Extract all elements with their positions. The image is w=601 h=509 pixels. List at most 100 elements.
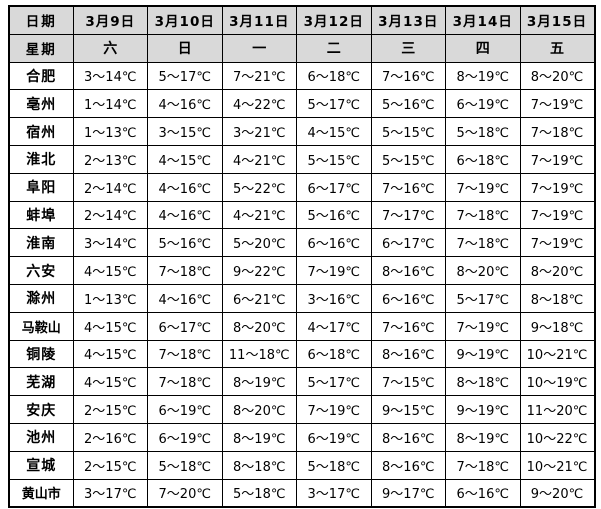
temperature-cell: 3～16℃ xyxy=(296,283,372,313)
temperature-cell: 5～16℃ xyxy=(370,89,446,119)
temperature-cell: 5～18℃ xyxy=(445,117,521,146)
temperature-cell: 1～13℃ xyxy=(72,117,148,146)
temperature-cell: 11～18℃ xyxy=(221,339,297,369)
temperature-cell: 7～19℃ xyxy=(445,172,521,202)
city-name: 铜陵 xyxy=(8,339,74,369)
temperature-cell: 4～16℃ xyxy=(147,89,223,119)
table-row: 芜湖 4～15℃ 7～18℃ 8～19℃ 5～17℃ 7～15℃ 8～18℃ 1… xyxy=(8,367,595,397)
temperature-cell: 1～13℃ xyxy=(72,283,148,313)
city-name: 淮南 xyxy=(8,228,74,258)
header-date-2: 3月11日 xyxy=(221,5,297,35)
temperature-cell: 4～21℃ xyxy=(221,144,297,174)
table-row: 安庆 2～15℃ 6～19℃ 8～20℃ 7～19℃ 9～15℃ 9～19℃ 1… xyxy=(8,395,595,424)
header-weekday-5: 四 xyxy=(445,33,521,63)
temperature-cell: 9～17℃ xyxy=(370,478,446,508)
temperature-cell: 7～18℃ xyxy=(147,256,223,285)
temperature-cell: 7～19℃ xyxy=(519,172,595,202)
temperature-cell: 7～15℃ xyxy=(370,367,446,397)
city-name: 宣城 xyxy=(8,450,74,480)
temperature-cell: 7～19℃ xyxy=(296,395,372,424)
header-date-6: 3月15日 xyxy=(519,5,595,35)
city-name: 滁州 xyxy=(8,283,74,313)
header-weekday-6: 五 xyxy=(519,33,595,63)
header-row-weekday: 星期 六 日 一 二 三 四 五 xyxy=(8,33,595,63)
header-weekday-0: 六 xyxy=(72,33,148,63)
table-row: 滁州 1～13℃ 4～16℃ 6～21℃ 3～16℃ 6～16℃ 5～17℃ 8… xyxy=(8,283,595,313)
temperature-cell: 4～16℃ xyxy=(147,283,223,313)
header-weekday-2: 一 xyxy=(221,33,297,63)
header-date-1: 3月10日 xyxy=(147,5,223,35)
temperature-cell: 6～18℃ xyxy=(296,339,372,369)
temperature-cell: 3～21℃ xyxy=(221,117,297,146)
temperature-cell: 5～20℃ xyxy=(221,228,297,258)
temperature-cell: 8～20℃ xyxy=(519,61,595,91)
temperature-cell: 4～21℃ xyxy=(221,200,297,230)
temperature-cell: 7～16℃ xyxy=(370,311,446,341)
temperature-cell: 8～18℃ xyxy=(519,283,595,313)
temperature-cell: 5～17℃ xyxy=(445,283,521,313)
header-weekday-3: 二 xyxy=(296,33,372,63)
temperature-cell: 9～19℃ xyxy=(445,395,521,424)
header-date-0: 3月9日 xyxy=(72,5,148,35)
temperature-cell: 7～18℃ xyxy=(445,200,521,230)
temperature-cell: 6～19℃ xyxy=(147,395,223,424)
header-date-4: 3月13日 xyxy=(370,5,446,35)
city-name: 池州 xyxy=(8,422,74,452)
temperature-cell: 8～20℃ xyxy=(221,395,297,424)
city-name: 阜阳 xyxy=(8,172,74,202)
temperature-cell: 8～19℃ xyxy=(221,422,297,452)
temperature-cell: 5～18℃ xyxy=(296,450,372,480)
temperature-cell: 5～16℃ xyxy=(296,200,372,230)
city-name: 芜湖 xyxy=(8,367,74,397)
temperature-cell: 2～14℃ xyxy=(72,200,148,230)
temperature-cell: 4～15℃ xyxy=(147,144,223,174)
temperature-cell: 8～16℃ xyxy=(370,256,446,285)
temperature-cell: 3～17℃ xyxy=(72,478,148,508)
temperature-cell: 8～19℃ xyxy=(445,61,521,91)
temperature-cell: 1～14℃ xyxy=(72,89,148,119)
temperature-cell: 6～17℃ xyxy=(296,172,372,202)
temperature-cell: 6～16℃ xyxy=(296,228,372,258)
temperature-cell: 5～17℃ xyxy=(296,367,372,397)
temperature-cell: 2～16℃ xyxy=(72,422,148,452)
temperature-cell: 3～17℃ xyxy=(296,478,372,508)
temperature-cell: 7～19℃ xyxy=(519,144,595,174)
temperature-cell: 7～19℃ xyxy=(519,228,595,258)
temperature-cell: 7～18℃ xyxy=(519,117,595,146)
temperature-cell: 8～20℃ xyxy=(519,256,595,285)
temperature-cell: 8～18℃ xyxy=(445,367,521,397)
weather-forecast-container: 日期 3月9日 3月10日 3月11日 3月12日 3月13日 3月14日 3月… xyxy=(8,5,596,509)
temperature-cell: 5～15℃ xyxy=(296,144,372,174)
header-weekday-4: 三 xyxy=(370,33,446,63)
temperature-cell: 4～16℃ xyxy=(147,200,223,230)
temperature-cell: 9～22℃ xyxy=(221,256,297,285)
table-row: 淮北 2～13℃ 4～15℃ 4～21℃ 5～15℃ 5～15℃ 6～18℃ 7… xyxy=(8,144,595,174)
table-row: 黄山市 3～17℃ 7～20℃ 5～18℃ 3～17℃ 9～17℃ 6～16℃ … xyxy=(8,478,595,508)
city-name: 黄山市 xyxy=(8,478,74,508)
temperature-cell: 8～20℃ xyxy=(445,256,521,285)
table-row: 铜陵 4～15℃ 7～18℃ 11～18℃ 6～18℃ 8～16℃ 9～19℃ … xyxy=(8,339,595,369)
temperature-cell: 8～18℃ xyxy=(221,450,297,480)
temperature-cell: 4～16℃ xyxy=(147,172,223,202)
temperature-cell: 5～22℃ xyxy=(221,172,297,202)
temperature-cell: 2～13℃ xyxy=(72,144,148,174)
temperature-cell: 4～15℃ xyxy=(72,256,148,285)
city-name: 亳州 xyxy=(8,89,74,119)
temperature-cell: 6～21℃ xyxy=(221,283,297,313)
temperature-cell: 6～19℃ xyxy=(296,422,372,452)
city-name: 六安 xyxy=(8,256,74,285)
temperature-cell: 3～15℃ xyxy=(147,117,223,146)
table-row: 池州 2～16℃ 6～19℃ 8～19℃ 6～19℃ 8～16℃ 8～19℃ 1… xyxy=(8,422,595,452)
temperature-cell: 6～16℃ xyxy=(445,478,521,508)
temperature-cell: 7～18℃ xyxy=(445,450,521,480)
temperature-cell: 5～15℃ xyxy=(370,117,446,146)
table-row: 亳州 1～14℃ 4～16℃ 4～22℃ 5～17℃ 5～16℃ 6～19℃ 7… xyxy=(8,89,595,119)
temperature-cell: 8～19℃ xyxy=(221,367,297,397)
temperature-cell: 10～19℃ xyxy=(519,367,595,397)
city-name: 宿州 xyxy=(8,117,74,146)
header-date-5: 3月14日 xyxy=(445,5,521,35)
temperature-cell: 6～19℃ xyxy=(445,89,521,119)
temperature-cell: 7～17℃ xyxy=(370,200,446,230)
temperature-cell: 6～18℃ xyxy=(445,144,521,174)
temperature-cell: 4～22℃ xyxy=(221,89,297,119)
